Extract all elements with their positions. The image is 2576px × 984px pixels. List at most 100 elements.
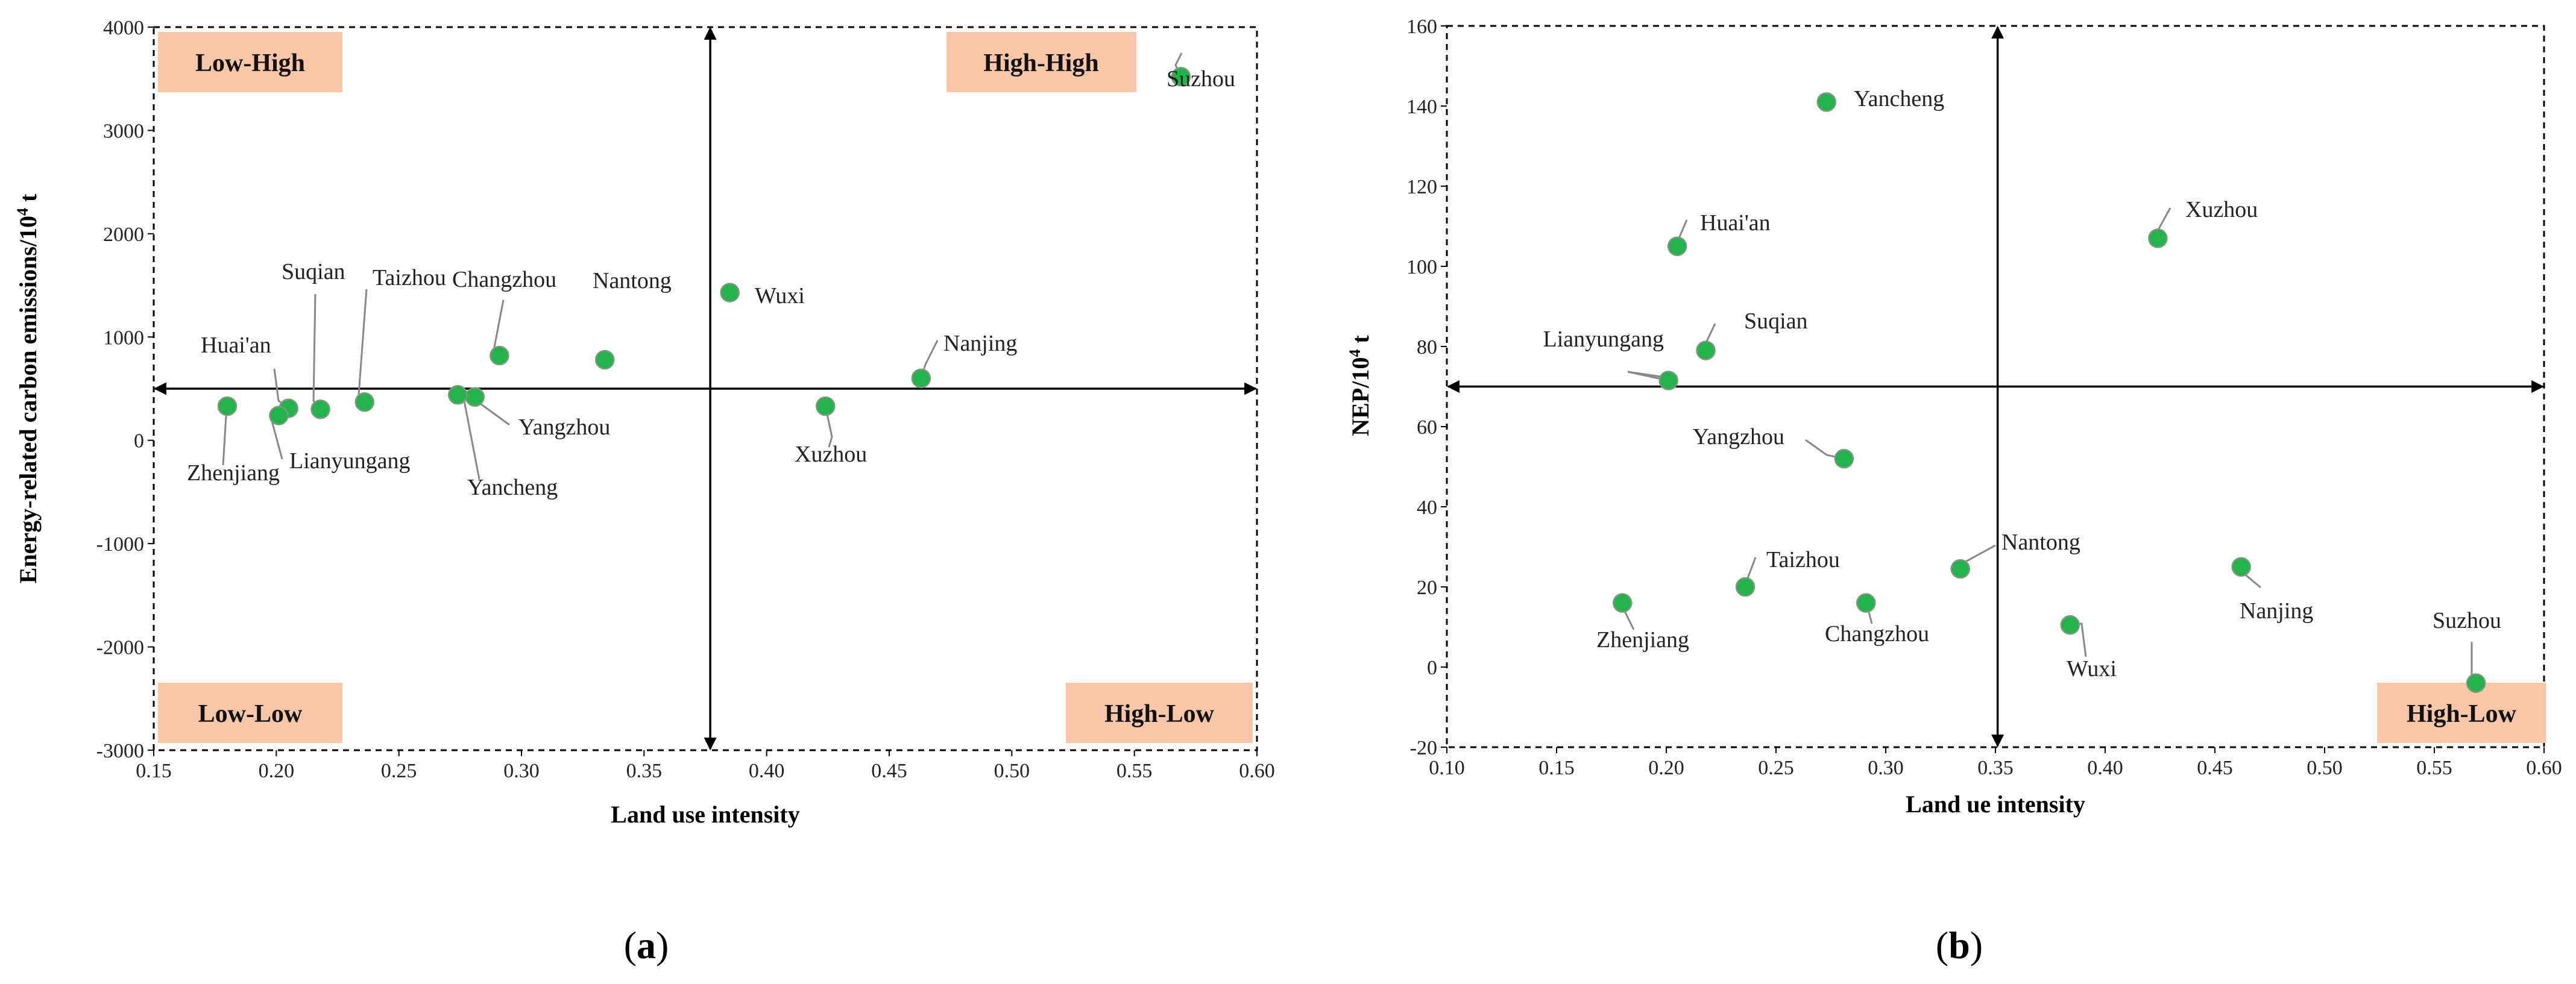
point-yangzhou — [465, 387, 485, 407]
quadrant-label-high-low: High-Low — [2407, 700, 2517, 728]
chart-b: High-Low 0.10 0.15 0.20 0.25 0.30 0.35 0.40 0.45… — [1346, 16, 2562, 967]
point-label-wuxi: Wuxi — [755, 283, 805, 309]
caption-close-paren: ) — [1970, 924, 1983, 967]
point-suqian — [310, 400, 330, 419]
point-zhenjiang — [217, 396, 238, 416]
point-xuzhou — [2148, 228, 2168, 248]
x-tick-label: 0.15 — [1538, 757, 1575, 779]
y-tick-label: -2000 — [96, 637, 144, 659]
point-suzhou — [1171, 67, 1191, 87]
point-yangzhou — [1834, 448, 1854, 469]
point-yancheng — [1816, 92, 1836, 112]
chart-b-x-axis-title: Land ue intensity — [1906, 791, 2085, 818]
x-tick-label: 0.25 — [381, 760, 417, 782]
caption-letter: b — [1948, 924, 1970, 967]
point-label-huai-an: Huai'an — [201, 333, 271, 358]
y-tick-label: 60 — [1417, 416, 1437, 439]
y-tick-label: 2000 — [103, 224, 144, 246]
point-suqian — [1696, 340, 1716, 360]
x-tick-label: 0.55 — [2416, 757, 2452, 779]
chart-b-caption: (b) — [1936, 924, 1983, 967]
point-label-zhenjiang: Zhenjiang — [187, 460, 280, 486]
x-tick-label: 0.30 — [503, 760, 540, 782]
leader-line-lianyungang — [1627, 371, 1669, 381]
quadrant-label-low-high: Low-High — [195, 49, 305, 77]
leader-line-yancheng — [457, 394, 480, 480]
x-tick-label: 0.60 — [2526, 757, 2562, 779]
y-tick-label: 140 — [1406, 96, 1437, 118]
y-tick-label: -1000 — [96, 533, 144, 556]
point-changzhou — [1856, 593, 1876, 613]
y-axis-title-unit: t — [14, 193, 42, 208]
quadrant-label-high-high: High-High — [983, 49, 1098, 77]
chart-b-y-axis-title: NEP/104 t — [1346, 335, 1374, 436]
point-label-suzhou: Suzhou — [2433, 608, 2501, 633]
y-tick-label: 1000 — [103, 327, 144, 349]
x-tick-label: 0.35 — [1977, 757, 2014, 779]
y-tick-label: 160 — [1406, 16, 1437, 38]
x-tick-label: 0.60 — [1239, 760, 1275, 782]
point-label-nantong: Nantong — [593, 268, 672, 293]
point-label-yangzhou: Yangzhou — [1693, 424, 1784, 450]
point-nantong — [595, 349, 615, 370]
chart-a-y-axis-title: Energy-related carbon emissions/104 t — [14, 193, 42, 583]
point-label-yangzhou: Yangzhou — [518, 415, 610, 440]
caption-open-paren: ( — [1936, 924, 1948, 967]
x-tick-label: 0.40 — [749, 760, 785, 782]
point-lianyungang — [1658, 371, 1678, 390]
x-tick-label: 0.50 — [994, 760, 1030, 782]
y-tick-label: 120 — [1406, 176, 1437, 198]
quadrant-label-low-low: Low-Low — [198, 700, 303, 728]
point-wuxi — [2060, 615, 2080, 635]
y-tick-label: 80 — [1417, 336, 1437, 359]
point-changzhou — [490, 345, 509, 366]
quadrant-box-high-high — [946, 32, 1136, 92]
point-label-yancheng: Yancheng — [1854, 86, 1944, 111]
point-taizhou — [354, 392, 374, 412]
point-label-xuzhou: Xuzhou — [795, 442, 867, 467]
x-tick-label: 0.45 — [871, 760, 907, 782]
y-axis-title-unit: t — [1347, 335, 1374, 349]
y-tick-label: 40 — [1417, 497, 1437, 519]
point-label-taizhou: Taizhou — [373, 265, 446, 290]
point-zhenjiang — [1612, 593, 1633, 613]
chart-a: Low-High High-High Low-Low High-Low 0.15 0.20… — [14, 17, 1275, 967]
point-lianyungang — [269, 406, 289, 425]
point-label-nanjing: Nanjing — [943, 331, 1017, 356]
quadrant-box-low-high — [158, 32, 342, 92]
quadrant-box-low-low — [158, 683, 342, 743]
y-axis-title-main: NEP/10 — [1347, 357, 1374, 436]
point-label-zhenjiang: Zhenjiang — [1596, 627, 1689, 653]
point-label-changzhou: Changzhou — [452, 267, 556, 292]
x-tick-label: 0.30 — [1868, 757, 1904, 779]
y-tick-label: 0 — [1427, 657, 1437, 679]
point-label-huai-an: Huai'an — [1700, 210, 1771, 236]
x-tick-label: 0.35 — [626, 760, 663, 782]
point-taizhou — [1735, 577, 1756, 597]
x-tick-label: 0.10 — [1429, 757, 1465, 779]
point-label-xuzhou: Xuzhou — [2185, 197, 2258, 222]
point-label-nanjing: Nanjing — [2240, 598, 2313, 624]
y-tick-label: 0 — [134, 430, 144, 453]
caption-letter: a — [637, 924, 656, 967]
y-tick-label: -3000 — [96, 740, 144, 762]
point-label-changzhou: Changzhou — [1825, 621, 1929, 647]
point-label-suqian: Suqian — [1744, 309, 1808, 334]
y-tick-label: 4000 — [103, 17, 144, 39]
point-label-wuxi: Wuxi — [2067, 656, 2117, 682]
x-tick-label: 0.20 — [1648, 757, 1684, 779]
chart-a-caption: (a) — [624, 924, 669, 967]
point-suzhou — [2466, 673, 2486, 693]
point-label-taizhou: Taizhou — [1766, 547, 1840, 572]
leader-line-taizhou — [357, 289, 368, 403]
x-tick-label: 0.40 — [2087, 757, 2123, 779]
quadrant-label-high-low: High-Low — [1104, 700, 1215, 728]
point-label-suzhou: Suzhou — [1167, 66, 1235, 92]
point-label-nantong: Nantong — [2001, 530, 2080, 555]
point-yancheng — [448, 385, 468, 405]
point-huai-an — [1667, 236, 1687, 256]
x-tick-label: 0.50 — [2307, 757, 2343, 779]
point-nanjing — [911, 368, 931, 389]
point-wuxi — [720, 283, 740, 302]
